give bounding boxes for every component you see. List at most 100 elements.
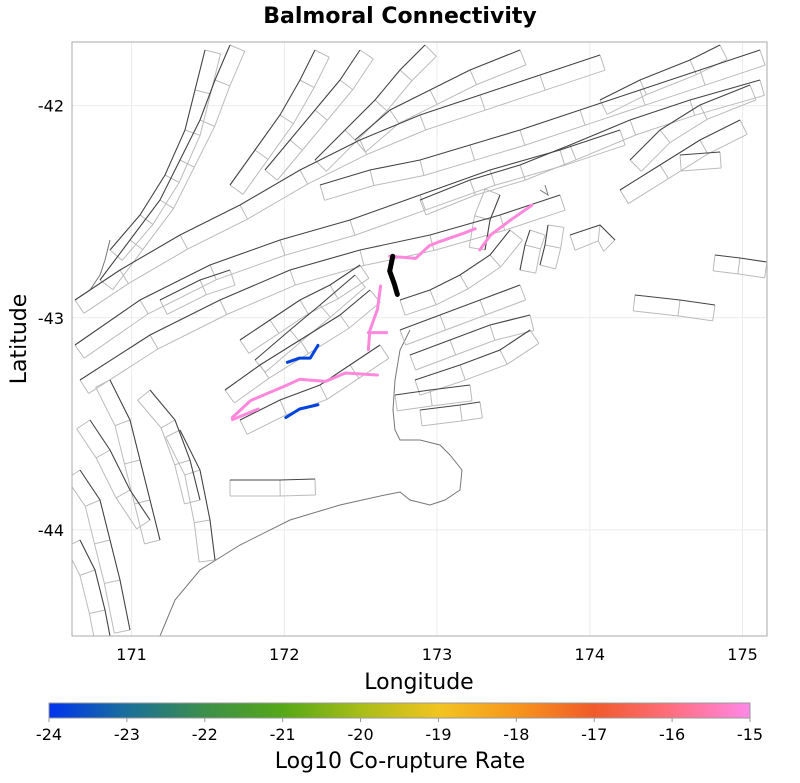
fault-subsection-divider	[194, 89, 211, 95]
fault-subsection-divider	[229, 44, 245, 52]
fault-subsection-divider	[299, 299, 309, 315]
fault-trace	[399, 229, 511, 301]
fault-subsection-divider	[184, 469, 201, 476]
colorbar-tick-label: -23	[114, 725, 140, 744]
fault-trace	[224, 289, 371, 391]
plot-frame	[71, 41, 768, 637]
fault-surface-edge	[242, 56, 330, 195]
fault-subsection-divider	[489, 169, 496, 186]
fault-surface-edge	[76, 428, 138, 530]
fault-subsection-divider	[115, 489, 131, 499]
fault-trace	[399, 284, 521, 331]
fault-subsection-divider	[639, 89, 646, 106]
fault-subsection-divider	[519, 269, 536, 274]
fault-subsection-divider	[339, 79, 354, 90]
corupture-section	[478, 203, 534, 252]
x-axis-label: Longitude	[364, 670, 473, 695]
fault-trace	[394, 384, 471, 396]
fault-subsection-divider	[179, 234, 189, 250]
fault-subsection-divider	[689, 59, 697, 75]
colorbar-label: Log10 Co-rupture Rate	[275, 749, 526, 774]
fault-subsection-divider	[737, 257, 741, 274]
fault-subsection-divider	[739, 119, 748, 135]
fault-subsection-divider	[94, 539, 111, 545]
corupture-sections	[230, 203, 534, 422]
fault-subsection-divider	[479, 94, 486, 111]
fault-surface-edge	[72, 558, 95, 636]
fault-trace	[230, 478, 316, 481]
fault-subsection-divider	[114, 629, 131, 634]
fault-subsection-divider	[279, 399, 287, 415]
fault-subsection-divider	[149, 334, 159, 350]
fault-trace	[99, 44, 231, 281]
fault-subsection-divider	[429, 389, 433, 406]
fault-subsection-divider	[469, 384, 473, 401]
fault-subsection-divider	[194, 519, 211, 524]
fault-subsection-divider	[95, 379, 111, 388]
fault-subsection-divider	[289, 329, 301, 343]
fault-subsection-divider	[439, 314, 447, 331]
fault-trace	[239, 344, 381, 421]
fault-subsection-divider	[529, 314, 535, 331]
corupture-section	[388, 227, 477, 260]
fault-subsection-divider	[114, 419, 131, 427]
fault-subsection-divider	[224, 389, 235, 404]
fault-subsection-divider	[659, 129, 671, 143]
fault-subsection-divider	[394, 394, 398, 411]
fault-subsection-divider	[399, 299, 406, 316]
fault-subsection-divider	[119, 269, 129, 284]
fault-subsection-divider	[289, 139, 303, 151]
fault-surface-edge	[405, 299, 526, 346]
fault-trace	[319, 49, 761, 186]
fault-subsection-divider	[712, 304, 716, 321]
fault-subsection-divider	[479, 401, 483, 418]
fault-surface-edge	[365, 64, 527, 153]
fault-subsection-divider	[539, 74, 546, 91]
fault-trace	[254, 274, 356, 361]
fault-subsection-divider	[419, 199, 427, 216]
fault-subsection-divider	[136, 519, 151, 530]
fault-subsection-divider	[597, 224, 601, 241]
fault-surface-edge	[421, 417, 483, 427]
fault-subsection-divider	[139, 299, 149, 315]
fault-subsection-divider	[374, 99, 388, 112]
fault-surface-edge	[248, 277, 370, 354]
fault-subsection-divider	[144, 539, 161, 545]
fault-subsection-divider	[424, 44, 437, 57]
fault-subsection-divider	[72, 539, 81, 545]
fault-subsection-divider	[619, 189, 629, 204]
fault-surface-edge	[713, 270, 765, 279]
fault-subsection-divider	[519, 129, 526, 146]
fault-surface-edge	[640, 99, 757, 172]
fault-subsection-divider	[619, 129, 626, 146]
fault-subsection-divider	[469, 179, 476, 196]
fault-trace	[74, 54, 601, 301]
fault-surface-edge	[137, 399, 185, 505]
fault-subsection-divider	[269, 319, 280, 334]
colorbar	[48, 702, 751, 719]
colorbar-tick-label: -15	[737, 725, 763, 744]
fault-subsection-divider	[319, 304, 331, 318]
fault-subsection-divider	[469, 246, 486, 251]
fault-subsection-divider	[184, 129, 201, 136]
fault-subsection-divider	[489, 324, 496, 341]
fault-subsection-divider	[72, 469, 81, 476]
fault-subsection-divider	[159, 199, 174, 209]
coastline-segment	[159, 329, 463, 636]
coastline-segment	[74, 239, 111, 301]
colorbar-tick-label: -20	[347, 725, 373, 744]
fault-trace	[109, 379, 161, 541]
fault-subsection-divider	[204, 49, 221, 55]
fault-surface-edge	[324, 64, 766, 201]
fault-subsection-divider	[699, 104, 708, 120]
fault-subsection-divider	[429, 234, 435, 251]
fault-subsection-divider	[539, 264, 556, 270]
fault-surfaces	[72, 44, 767, 636]
fault-subsection-divider	[254, 149, 269, 160]
fault-surface-edge	[325, 55, 437, 172]
grid-lines	[72, 42, 767, 636]
fault-trace	[354, 49, 521, 141]
fault-surface-edge	[229, 494, 316, 497]
y-tick-label: -42	[38, 97, 64, 116]
fault-subsection-divider	[759, 49, 766, 66]
